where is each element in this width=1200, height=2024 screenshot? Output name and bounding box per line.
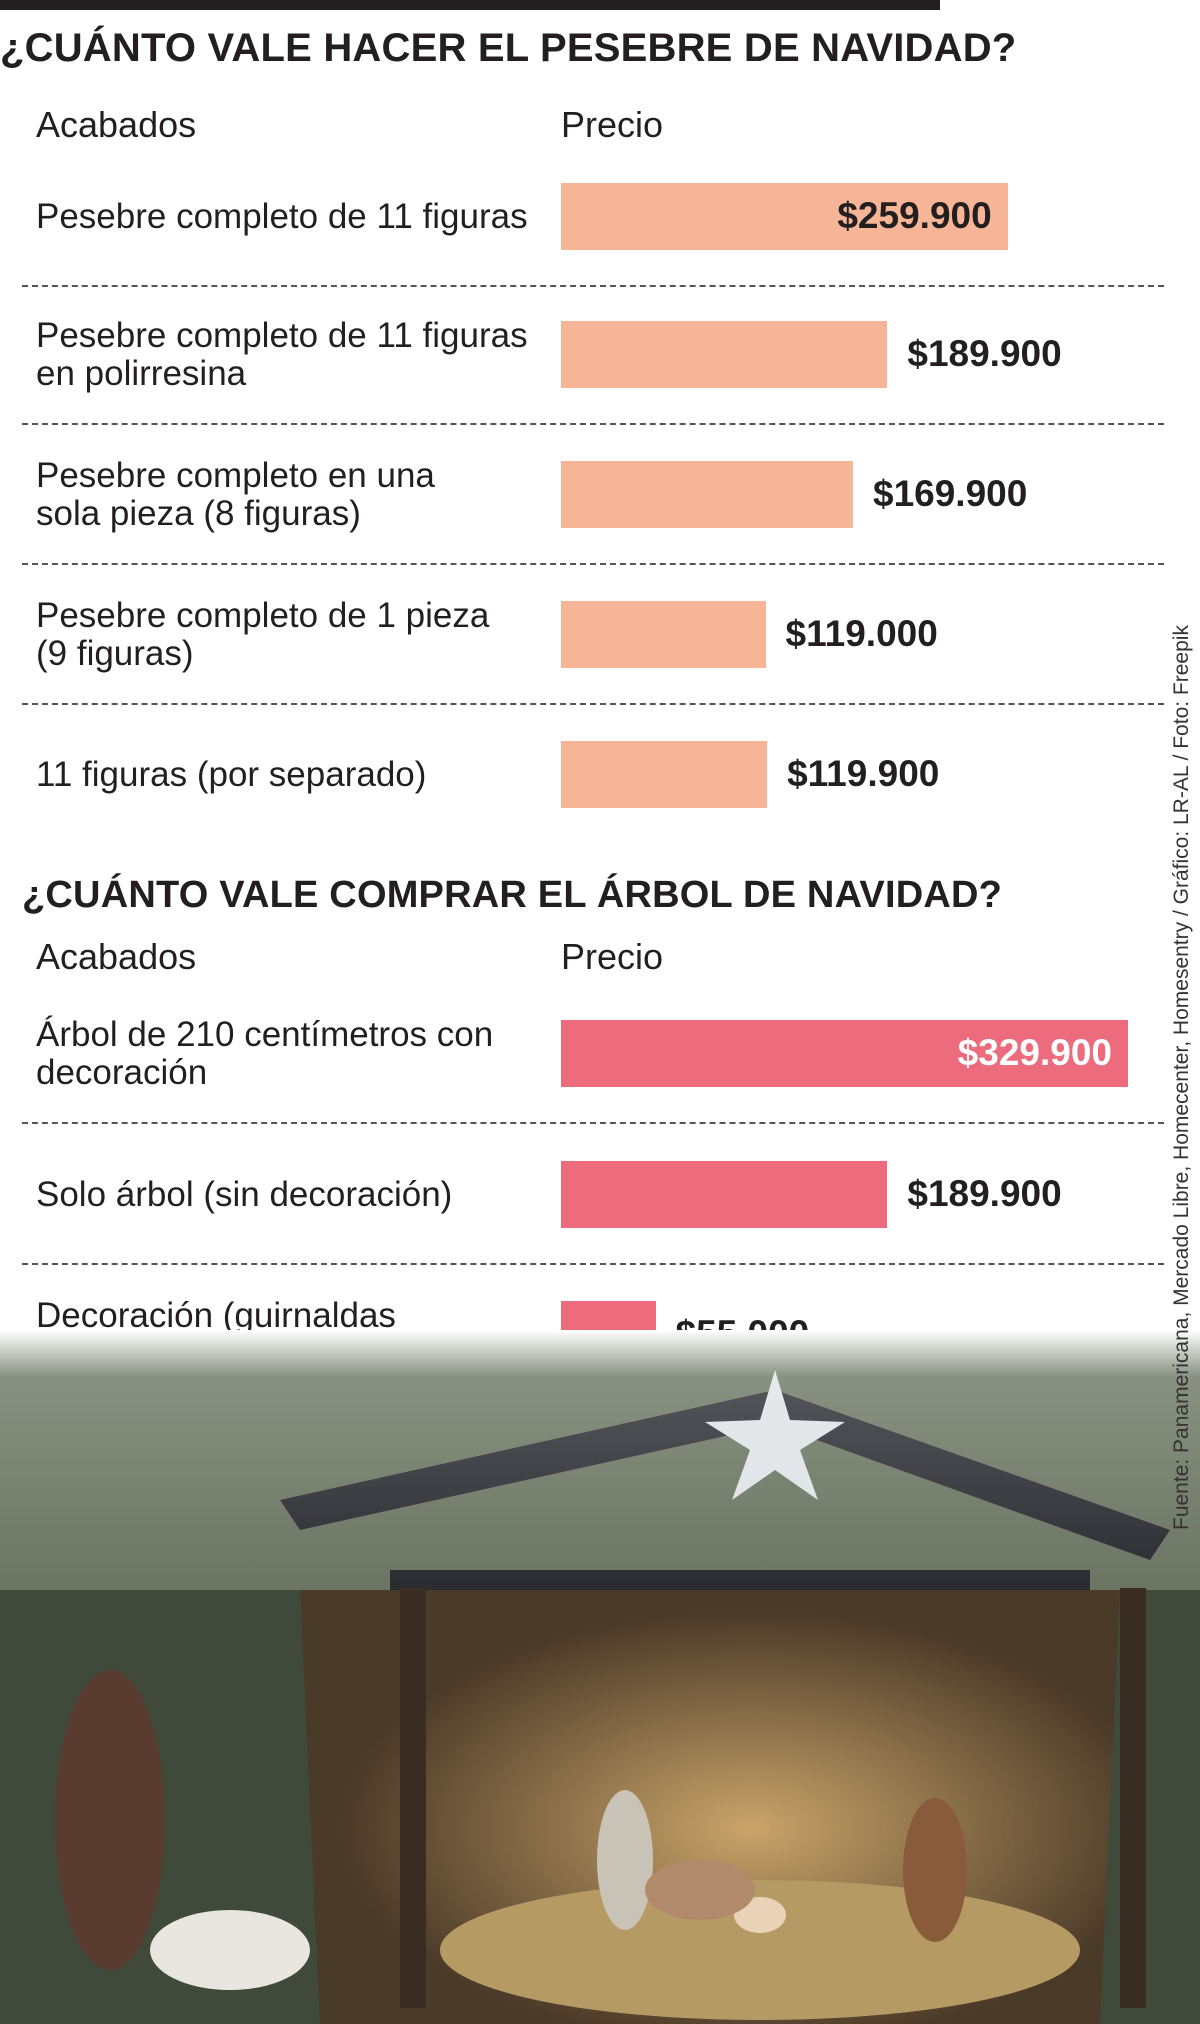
pesebre-category-label: Pesebre completo en una sola pieza (8 fig… (36, 455, 556, 533)
source-credit: Fuente: Panamericana, Mercado Libre, Hom… (1170, 625, 1193, 1530)
pesebre-category-label-line: Pesebre completo de 11 figuras (36, 315, 528, 355)
pesebre-category-label-line: en polirresina (36, 353, 247, 393)
arbol-bar (561, 1161, 888, 1228)
pesebre-category-label: 11 figuras (por separado) (36, 754, 556, 794)
pesebre-row-divider (22, 423, 1164, 425)
pesebre-category-label-line: (9 figuras) (36, 633, 194, 673)
section1-col-price: Precio (561, 104, 664, 145)
pesebre-category-label: Pesebre completo de 11 figuras (36, 196, 556, 236)
pesebre-category-label-line: Pesebre completo de 1 pieza (36, 595, 490, 635)
arbol-category-label-line: Solo árbol (sin decoración) (36, 1174, 453, 1214)
arbol-value-label: $189.900 (907, 1173, 1062, 1214)
section1-col-label: Acabados (36, 104, 197, 145)
section2-title: ¿CUÁNTO VALE COMPRAR EL ÁRBOL DE NAVIDAD… (22, 874, 1003, 916)
pesebre-row-divider (22, 285, 1164, 287)
arbol-category-label-line: Decoración (guirnaldas (36, 1295, 396, 1335)
pesebre-bar (561, 741, 768, 808)
pesebre-value-label: $169.900 (873, 473, 1028, 514)
arbol-category-label-line: Árbol de 210 centímetros con (36, 1014, 494, 1054)
pesebre-category-label-line: Pesebre completo en una (36, 455, 435, 495)
pesebre-category-label-line: sola pieza (8 figuras) (36, 493, 361, 533)
pesebre-category-label: Pesebre completo de 11 figuras en polirre… (36, 315, 556, 393)
arbol-row-divider (22, 1263, 1164, 1265)
arbol-row-divider (22, 1122, 1164, 1124)
arbol-bar (561, 1020, 1128, 1087)
arbol-category-label: Árbol de 210 centímetros con decoración (36, 1014, 556, 1092)
section2-col-label: Acabados (36, 936, 197, 977)
pesebre-category-label-line: Pesebre completo de 11 figuras (36, 196, 528, 236)
pesebre-value-label: $119.900 (787, 753, 940, 794)
section1-title: ¿CUÁNTO VALE HACER EL PESEBRE DE NAVIDAD… (0, 26, 1017, 70)
pesebre-bar (561, 601, 766, 668)
pesebre-bar (561, 321, 888, 388)
pesebre-bar (561, 461, 853, 528)
arbol-category-label-line: decoración (36, 1052, 208, 1092)
pesebre-bar (561, 183, 1008, 250)
pesebre-value-label: $189.900 (907, 333, 1062, 374)
pesebre-category-label: Pesebre completo de 1 pieza (9 figuras) (36, 595, 556, 673)
nativity-scene-photo (0, 1330, 1200, 2024)
pesebre-row-divider (22, 563, 1164, 565)
pesebre-row-divider (22, 703, 1164, 705)
pesebre-category-label-line: 11 figuras (por separado) (36, 754, 427, 794)
arbol-value-label: $329.900 (957, 1032, 1112, 1073)
pesebre-value-label: $119.000 (785, 613, 938, 654)
top-rule (0, 0, 940, 10)
section2-col-price: Precio (561, 936, 664, 977)
pesebre-value-label: $259.900 (837, 195, 992, 236)
arbol-category-label: Solo árbol (sin decoración) (36, 1174, 556, 1214)
